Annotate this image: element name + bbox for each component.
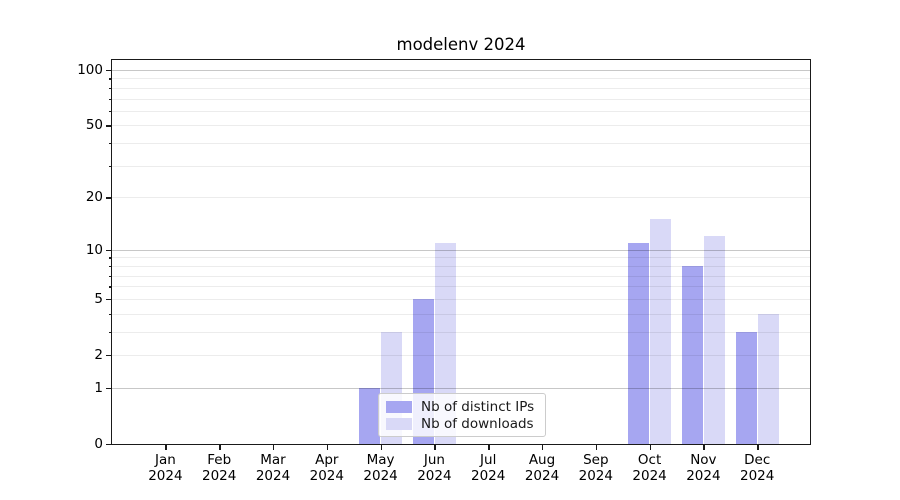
- gridline-90: [112, 78, 810, 80]
- y-tick-label-10: 10: [85, 241, 103, 258]
- x-tick-label-nov: Nov 2024: [686, 452, 721, 484]
- y-minor-tick-mark-7: [108, 275, 112, 277]
- x-tick-label-feb: Feb 2024: [202, 452, 237, 484]
- x-tick-mark-jul: [488, 444, 490, 450]
- bar-dec-downloads: [757, 313, 779, 444]
- x-tick-label-mar: Mar 2024: [255, 452, 291, 484]
- y-tick-mark-100: [106, 70, 112, 72]
- y-minor-tick-mark-70: [108, 98, 112, 100]
- gridline-7: [112, 275, 810, 277]
- x-tick-label-aug: Aug 2024: [524, 452, 560, 484]
- y-minor-tick-mark-8: [108, 265, 112, 268]
- y-minor-tick-mark-4: [108, 313, 112, 315]
- gridline-4: [112, 313, 810, 315]
- legend-swatch-downloads: [386, 418, 412, 430]
- y-tick-label-100: 100: [77, 61, 103, 78]
- gridline-3: [112, 331, 810, 333]
- bar-oct-distinct-ips: [628, 242, 650, 444]
- gridline-100: [112, 70, 810, 71]
- bar-oct-downloads: [650, 219, 672, 444]
- gridline-2: [112, 355, 810, 356]
- y-tick-mark-0: [106, 444, 112, 446]
- y-minor-tick-mark-40: [108, 143, 112, 145]
- y-minor-tick-mark-30: [108, 165, 112, 168]
- legend-swatch-distinct-ips: [386, 401, 412, 413]
- y-minor-tick-mark-3: [108, 331, 112, 334]
- gridline-6: [112, 286, 810, 288]
- legend-item-distinct-ips: Nb of distinct IPs: [386, 399, 537, 415]
- legend-label-downloads: Nb of downloads: [421, 416, 534, 432]
- bar-nov-distinct-ips: [681, 265, 703, 444]
- y-tick-label-20: 20: [85, 189, 103, 206]
- gridline-30: [112, 165, 810, 167]
- y-tick-mark-1: [106, 387, 112, 390]
- x-tick-label-jun: Jun 2024: [417, 452, 452, 484]
- gridline-9: [112, 257, 810, 259]
- legend-item-downloads: Nb of downloads: [386, 416, 537, 432]
- x-tick-mark-jan: [165, 444, 167, 450]
- y-tick-label-2: 2: [94, 346, 103, 363]
- x-tick-mark-apr: [326, 444, 329, 450]
- y-tick-label-50: 50: [85, 117, 103, 134]
- gridline-50: [112, 125, 810, 127]
- gridline-8: [112, 265, 810, 267]
- y-minor-tick-mark-2: [108, 355, 112, 357]
- y-minor-tick-mark-90: [108, 78, 112, 80]
- x-tick-mark-oct: [649, 444, 651, 450]
- x-tick-mark-dec: [757, 444, 759, 450]
- x-tick-mark-aug: [542, 444, 544, 450]
- y-minor-tick-mark-50: [108, 125, 112, 127]
- chart-title: modelenv 2024: [396, 35, 526, 54]
- x-tick-mark-nov: [703, 444, 705, 450]
- gridline-5: [112, 298, 810, 300]
- legend-label-distinct-ips: Nb of distinct IPs: [421, 399, 535, 415]
- gridline-60: [112, 110, 810, 112]
- gridline-40: [112, 143, 810, 145]
- bar-may-distinct-ips: [359, 387, 381, 444]
- gridline-70: [112, 98, 810, 100]
- x-tick-mark-sep: [595, 444, 598, 450]
- gridline-1: [112, 387, 810, 389]
- bar-nov-downloads: [703, 236, 725, 444]
- x-tick-label-jul: Jul 2024: [471, 452, 506, 484]
- y-tick-label-5: 5: [94, 290, 103, 307]
- x-tick-label-dec: Dec 2024: [740, 452, 775, 484]
- y-minor-tick-mark-5: [108, 298, 112, 301]
- gridline-20: [112, 197, 810, 199]
- x-tick-label-sep: Sep 2024: [578, 452, 613, 484]
- y-minor-tick-mark-80: [108, 87, 112, 90]
- y-minor-tick-mark-9: [108, 257, 112, 259]
- x-tick-mark-mar: [273, 444, 275, 450]
- y-minor-tick-mark-20: [108, 197, 112, 199]
- x-tick-mark-feb: [219, 444, 221, 450]
- x-tick-label-apr: Apr 2024: [309, 452, 344, 484]
- y-tick-label-1: 1: [94, 379, 103, 396]
- gridline-80: [112, 87, 810, 89]
- gridline-10: [112, 249, 810, 251]
- x-tick-mark-may: [380, 444, 382, 450]
- legend: Nb of distinct IPs Nb of downloads: [378, 393, 546, 437]
- x-tick-label-jan: Jan 2024: [148, 452, 183, 484]
- y-minor-tick-mark-6: [108, 286, 112, 288]
- x-tick-label-may: May 2024: [363, 452, 398, 484]
- y-tick-mark-10: [106, 249, 112, 252]
- y-minor-tick-mark-60: [108, 110, 112, 113]
- gridlines-layer: [112, 60, 810, 444]
- x-tick-mark-jun: [434, 444, 436, 450]
- x-tick-label-oct: Oct 2024: [632, 452, 667, 484]
- plot-area: [112, 60, 810, 444]
- bar-dec-distinct-ips: [735, 331, 757, 444]
- y-tick-label-0: 0: [94, 436, 103, 452]
